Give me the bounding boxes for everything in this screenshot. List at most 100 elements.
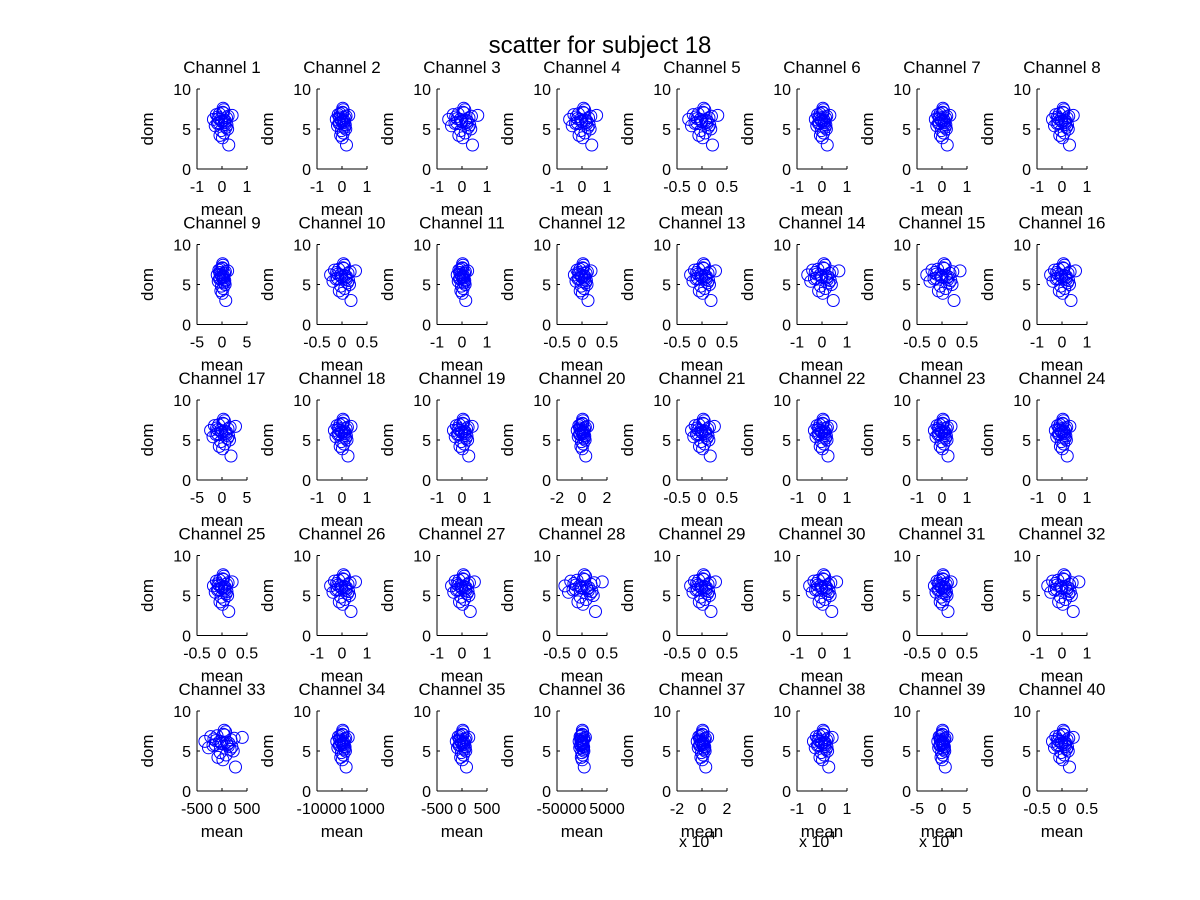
y-tick-label: 10	[533, 704, 551, 721]
x-tick-label: 0	[938, 179, 947, 196]
y-tick-label: 5	[662, 433, 671, 450]
data-point	[458, 733, 472, 747]
x-axis-label: mean	[681, 667, 724, 686]
data-point	[1057, 126, 1071, 140]
data-point	[572, 271, 586, 285]
data-point	[1061, 744, 1075, 758]
data-point	[344, 605, 358, 618]
data-point	[229, 419, 242, 433]
data-point	[217, 723, 231, 737]
data-point	[823, 108, 837, 122]
data-point	[935, 442, 949, 456]
data-point	[223, 433, 236, 447]
data-point	[703, 278, 716, 291]
y-tick-label: 0	[782, 473, 791, 490]
y-tick-label: 0	[542, 162, 551, 179]
data-point	[1055, 114, 1068, 128]
data-point	[807, 423, 821, 437]
x-axis-label: mean	[1041, 356, 1084, 375]
y-tick-label: 10	[173, 704, 191, 721]
data-point	[686, 585, 700, 599]
data-point	[335, 442, 349, 456]
data-point	[818, 282, 832, 295]
data-point	[595, 575, 609, 589]
y-tick-label: 10	[893, 549, 911, 566]
data-point	[340, 138, 353, 152]
data-point	[812, 427, 826, 441]
y-tick-label: 10	[653, 704, 671, 721]
x-tick-label: -2	[550, 490, 564, 507]
data-point	[471, 108, 485, 122]
y-tick-label: 10	[1013, 704, 1031, 721]
data-point	[810, 582, 824, 596]
x-tick-label: 0	[698, 335, 707, 352]
data-point	[929, 271, 943, 285]
data-point	[461, 420, 475, 434]
data-point	[576, 748, 590, 762]
data-point	[1048, 423, 1062, 437]
data-point	[1063, 419, 1077, 433]
x-tick-label: -0.5	[183, 646, 211, 663]
x-tick-label: 0	[218, 490, 227, 507]
x-tick-label: 0.5	[716, 646, 738, 663]
y-tick-label: 0	[662, 473, 671, 490]
y-tick-label: 10	[893, 82, 911, 99]
data-point	[937, 593, 951, 606]
data-point	[206, 430, 220, 444]
x-tick-label: -1	[310, 646, 324, 663]
data-point	[936, 748, 950, 762]
data-point	[696, 748, 710, 762]
y-tick-label: 10	[173, 549, 191, 566]
data-point	[817, 748, 831, 762]
y-axis-label: dom	[858, 579, 877, 612]
data-point	[1060, 449, 1074, 463]
data-point	[1056, 412, 1070, 426]
data-point	[324, 268, 338, 282]
data-point	[938, 760, 952, 774]
data-point	[332, 427, 346, 441]
x-tick-label: -0.5	[663, 646, 691, 663]
data-point	[562, 585, 575, 599]
data-point	[1057, 568, 1071, 582]
data-point	[934, 590, 948, 604]
y-tick-label: 10	[653, 549, 671, 566]
x-tick-label: -1	[1030, 490, 1044, 507]
data-point	[1058, 593, 1072, 606]
y-axis-label: dom	[738, 423, 757, 456]
data-point	[1051, 738, 1065, 752]
y-tick-label: 0	[422, 162, 431, 179]
data-point	[217, 593, 231, 606]
y-tick-label: 10	[173, 82, 191, 99]
subplot-title: Channel 27	[419, 525, 506, 544]
subplot-title: Channel 38	[779, 680, 866, 699]
y-tick-label: 10	[893, 704, 911, 721]
y-tick-label: 0	[902, 784, 911, 801]
subplot-title: Channel 37	[659, 680, 746, 699]
data-point	[222, 138, 236, 152]
x-tick-label: -1	[790, 335, 804, 352]
y-tick-label: 5	[902, 433, 911, 450]
x-axis-label: mean	[561, 822, 604, 841]
y-tick-label: 5	[302, 433, 311, 450]
y-tick-label: 0	[662, 162, 671, 179]
y-axis-label: dom	[738, 112, 757, 145]
data-point	[682, 112, 696, 126]
data-point	[947, 294, 961, 307]
x-axis-label: mean	[921, 200, 964, 219]
y-tick-label: 0	[542, 473, 551, 490]
data-point	[701, 730, 715, 744]
y-tick-label: 5	[782, 278, 791, 295]
data-point	[216, 568, 230, 582]
data-point	[943, 108, 957, 122]
data-point	[452, 427, 466, 441]
data-point	[936, 101, 950, 115]
x-tick-label: 1	[243, 179, 252, 196]
data-point	[462, 730, 476, 744]
data-point	[933, 738, 947, 752]
data-point	[457, 593, 471, 606]
data-point	[218, 437, 232, 451]
x-tick-label: 1	[843, 646, 852, 663]
y-tick-label: 0	[302, 162, 311, 179]
